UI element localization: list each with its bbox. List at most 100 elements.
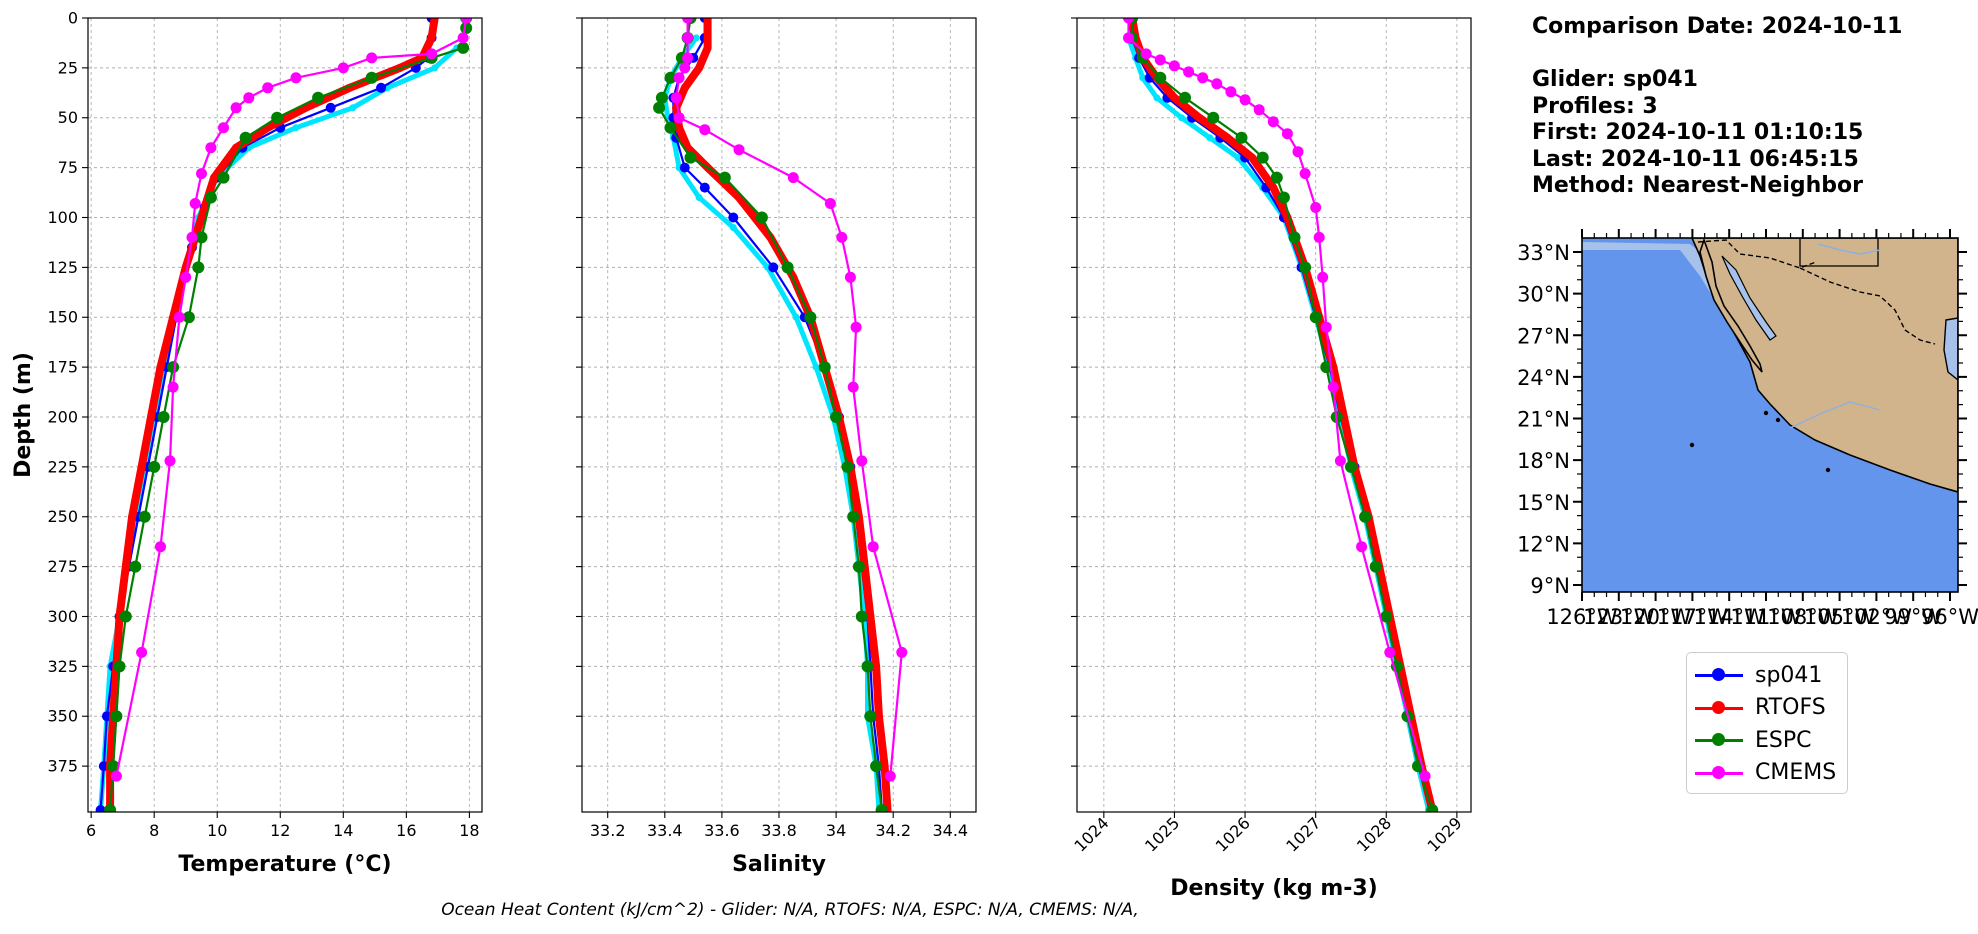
- y-tick-label: 350: [47, 707, 78, 726]
- first-profile-time: First: 2024-10-11 01:10:15: [1532, 120, 1864, 145]
- series-cmems-point: [205, 142, 217, 154]
- series-espc-point: [1288, 231, 1301, 244]
- series-rtofs-point: [695, 63, 704, 72]
- map-lon-label: 102°W: [1841, 605, 1913, 629]
- series-cmems-point: [673, 112, 685, 124]
- series-espc-point: [148, 460, 161, 473]
- series-espc-point: [1256, 151, 1269, 164]
- series-cmems-point: [1419, 770, 1431, 782]
- y-tick-label: 250: [47, 507, 78, 526]
- series-rtofs-point: [1248, 153, 1257, 162]
- y-tick-label: 275: [47, 557, 78, 576]
- series-espc-point: [457, 41, 470, 54]
- map-lon-label: 120°W: [1620, 605, 1692, 629]
- series-espc-point: [781, 261, 794, 274]
- legend-label: sp041: [1755, 662, 1823, 688]
- series-espc-point: [864, 710, 877, 723]
- series-sp041-individual-profiles-point: [1234, 154, 1242, 162]
- series-sp041-point: [699, 182, 710, 193]
- series-sp041-individual-profiles-point: [292, 124, 300, 132]
- x-tick-label: 8: [149, 821, 159, 840]
- x-tick-label: 33.4: [647, 821, 683, 840]
- legend-item-rtofs: RTOFS: [1695, 692, 1839, 725]
- series-cmems-point: [180, 271, 192, 283]
- series-cmems-point: [426, 48, 438, 60]
- grid: [1077, 17, 1471, 812]
- series-cmems-point: [1267, 116, 1279, 128]
- series-cmems-point: [290, 72, 302, 84]
- map-lat-label: 9°N: [1530, 574, 1570, 598]
- map-lon-label: 96°W: [1921, 605, 1978, 629]
- map-lat-label: 24°N: [1517, 366, 1570, 390]
- x-tick-label: 34.2: [875, 821, 911, 840]
- series-rtofs-point: [197, 213, 206, 222]
- series-cmems-point: [1197, 72, 1209, 84]
- international-border: [1697, 239, 1817, 269]
- glider-name: Glider: sp041: [1532, 67, 1698, 92]
- series-rtofs-point: [156, 363, 165, 372]
- series-espc-point: [129, 560, 142, 573]
- y-tick-label: 100: [47, 208, 78, 227]
- series-espc-point: [192, 261, 205, 274]
- series-cmems-point: [1334, 455, 1346, 467]
- salinity-panel: 33.2 33.4 33.6 33.8 34 34.2 34.4 Salinity: [576, 17, 977, 877]
- legend-item-sp041: sp041: [1695, 659, 1839, 692]
- series-cmems-point: [1168, 60, 1180, 72]
- series-espc-point: [1426, 804, 1439, 812]
- series-espc-line: [1130, 18, 1434, 812]
- map-lat-label: 15°N: [1517, 491, 1570, 515]
- series-cmems-point: [457, 32, 469, 44]
- series-rtofs-point: [703, 18, 712, 22]
- series-espc-point: [1299, 261, 1312, 274]
- map-lon-label: 108°W: [1767, 605, 1839, 629]
- y-tick-label: 175: [47, 358, 78, 377]
- series-cmems-point: [682, 32, 694, 44]
- x-tick-label: 34.4: [932, 821, 968, 840]
- y-tick-label: 25: [58, 58, 78, 77]
- series-cmems-point: [136, 646, 148, 658]
- series-espc-point: [217, 171, 230, 184]
- series-cmems-point: [682, 18, 694, 24]
- x-tick-label: 1028: [1353, 813, 1395, 855]
- x-tick-label: 33.2: [590, 821, 626, 840]
- series-cmems-point: [110, 770, 122, 782]
- y-tick-label: 200: [47, 407, 78, 426]
- y-axis-label: Depth (m): [11, 352, 36, 478]
- series-cmems-point: [1154, 54, 1166, 66]
- series-espc-point: [1235, 131, 1248, 144]
- series-cmems-point: [682, 52, 694, 64]
- ocean-heat-content-footer: Ocean Heat Content (kJ/cm^2) - Glider: N…: [441, 900, 1139, 920]
- x-tick-label: 18: [459, 821, 479, 840]
- series-espc-point: [157, 411, 170, 423]
- river: [1789, 401, 1881, 429]
- series-espc-point: [195, 231, 208, 244]
- y-tick-label: 225: [47, 457, 78, 476]
- series-rtofs-point: [430, 18, 439, 22]
- island: [1775, 417, 1781, 423]
- grid: [88, 17, 482, 812]
- interpolation-method: Method: Nearest-Neighbor: [1532, 173, 1863, 198]
- series-sp041-point: [376, 82, 387, 93]
- legend: sp041 RTOFS ESPC CMEMS: [1686, 652, 1848, 794]
- island: [1763, 410, 1769, 416]
- series-cmems-point: [844, 271, 856, 283]
- map-lon-label: 123°W: [1583, 605, 1655, 629]
- x-tick-label: 6: [86, 821, 96, 840]
- map-lat-label: 18°N: [1517, 449, 1570, 473]
- series-cmems-point: [1140, 48, 1152, 60]
- legend-label: ESPC: [1755, 727, 1812, 753]
- series-cmems-point: [896, 646, 908, 658]
- series-rtofs-point: [427, 33, 436, 42]
- map-lat-label: 21°N: [1517, 408, 1570, 432]
- legend-label: CMEMS: [1755, 760, 1837, 786]
- series-sp041-individual-profiles-point: [695, 194, 703, 201]
- series-cmems-point: [218, 122, 229, 134]
- series-sp041-point: [325, 102, 336, 113]
- x-tick-label: 1024: [1070, 813, 1112, 855]
- series-espc-point: [107, 760, 120, 773]
- series-sp041-individual-profiles-point: [792, 313, 800, 321]
- series-espc-point: [1369, 560, 1382, 573]
- comparison-date: Comparison Date: 2024-10-11: [1532, 14, 1903, 39]
- series-cmems-point: [824, 198, 836, 209]
